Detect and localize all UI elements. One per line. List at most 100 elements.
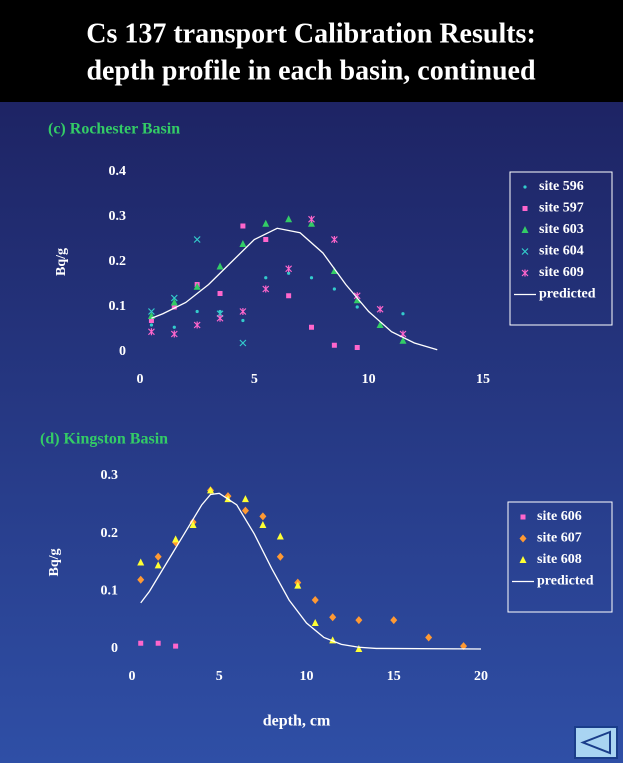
x-tick-label: 0: [129, 669, 136, 684]
point: [460, 642, 468, 651]
point: [239, 308, 247, 315]
legend-label: site 596: [539, 179, 584, 194]
point: [285, 265, 293, 273]
legend-swatch: [522, 206, 528, 211]
legend-swatch: [520, 514, 526, 520]
point: [172, 325, 176, 329]
y-tick-label: 0.3: [109, 209, 127, 224]
point: [154, 561, 162, 569]
point: [171, 304, 177, 310]
prediction-line: [140, 492, 482, 650]
point: [240, 223, 246, 229]
point: [311, 595, 319, 604]
y-tick-label: 0: [111, 641, 118, 656]
legend-label: site 609: [539, 265, 584, 280]
point: [155, 640, 161, 646]
point: [330, 236, 338, 243]
legend-swatch: [521, 248, 529, 255]
legend-label: site 608: [537, 552, 582, 567]
legend-swatch: [519, 534, 527, 543]
y-tick-label: 0: [119, 344, 126, 359]
point: [399, 336, 407, 344]
point: [138, 640, 144, 646]
point: [170, 294, 178, 302]
point: [263, 237, 269, 242]
point: [309, 276, 314, 280]
x-axis-label: depth, cm: [263, 713, 331, 730]
point: [355, 616, 363, 625]
point: [193, 282, 201, 290]
legend-label: site 607: [537, 531, 582, 546]
x-tick-label: 10: [362, 372, 376, 387]
point: [401, 312, 405, 316]
point: [241, 318, 245, 323]
legend-box: [509, 171, 613, 326]
point: [216, 314, 224, 322]
x-tick-label: 0: [137, 372, 144, 387]
y-axis-label: Bq/g: [54, 248, 69, 276]
x-tick-label: 15: [476, 372, 490, 387]
point: [264, 276, 268, 280]
point: [376, 321, 384, 328]
legend-label: predicted: [539, 287, 596, 302]
legend-label: site 604: [539, 244, 584, 259]
legend-label: predicted: [537, 574, 594, 589]
point: [193, 321, 201, 329]
point: [149, 323, 154, 327]
slide-title: Cs 137 transport Calibration Results:: [86, 18, 536, 49]
point: [309, 324, 314, 330]
x-tick-label: 5: [216, 669, 223, 684]
point: [276, 532, 284, 540]
y-axis-label: Bq/g: [47, 548, 62, 576]
x-tick-label: 5: [251, 372, 258, 387]
point: [329, 613, 337, 622]
point: [148, 318, 154, 323]
point: [239, 240, 247, 247]
point: [355, 305, 359, 309]
legend-label: site 603: [539, 222, 584, 237]
point: [241, 495, 249, 503]
point: [170, 330, 178, 338]
point: [137, 575, 145, 584]
x-tick-label: 20: [474, 669, 488, 684]
legend-swatch: [521, 226, 529, 233]
chart-title: (d) Kingston Basin: [40, 431, 168, 448]
point: [216, 262, 224, 270]
legend-label: site 597: [539, 201, 584, 216]
y-tick-label: 0.3: [101, 468, 119, 483]
x-tick-label: 15: [387, 669, 401, 684]
point: [276, 552, 284, 561]
legend-swatch: [523, 185, 527, 189]
y-tick-label: 0.1: [109, 299, 127, 314]
chart-title: (c) Rochester Basin: [48, 121, 180, 138]
point: [376, 305, 384, 313]
legend-swatch: [521, 269, 529, 277]
back-button[interactable]: [574, 726, 618, 759]
point: [353, 296, 361, 304]
y-tick-label: 0.2: [109, 254, 127, 269]
point: [308, 215, 315, 223]
point: [170, 298, 178, 306]
point: [354, 345, 360, 350]
prediction-line: [151, 227, 438, 351]
point: [241, 506, 249, 515]
x-tick-label: 10: [300, 669, 314, 684]
point: [355, 645, 363, 652]
point: [390, 616, 398, 625]
point: [195, 309, 199, 314]
point: [137, 558, 145, 566]
point: [239, 339, 247, 347]
point: [148, 308, 155, 315]
point: [148, 328, 155, 336]
point: [262, 285, 270, 293]
point: [425, 633, 433, 642]
point: [173, 643, 179, 649]
point: [331, 342, 337, 348]
button-arrow[interactable]: [580, 730, 611, 755]
y-tick-label: 0.1: [101, 584, 119, 599]
point: [294, 581, 302, 589]
legend-box: [507, 501, 613, 613]
point: [259, 521, 267, 529]
